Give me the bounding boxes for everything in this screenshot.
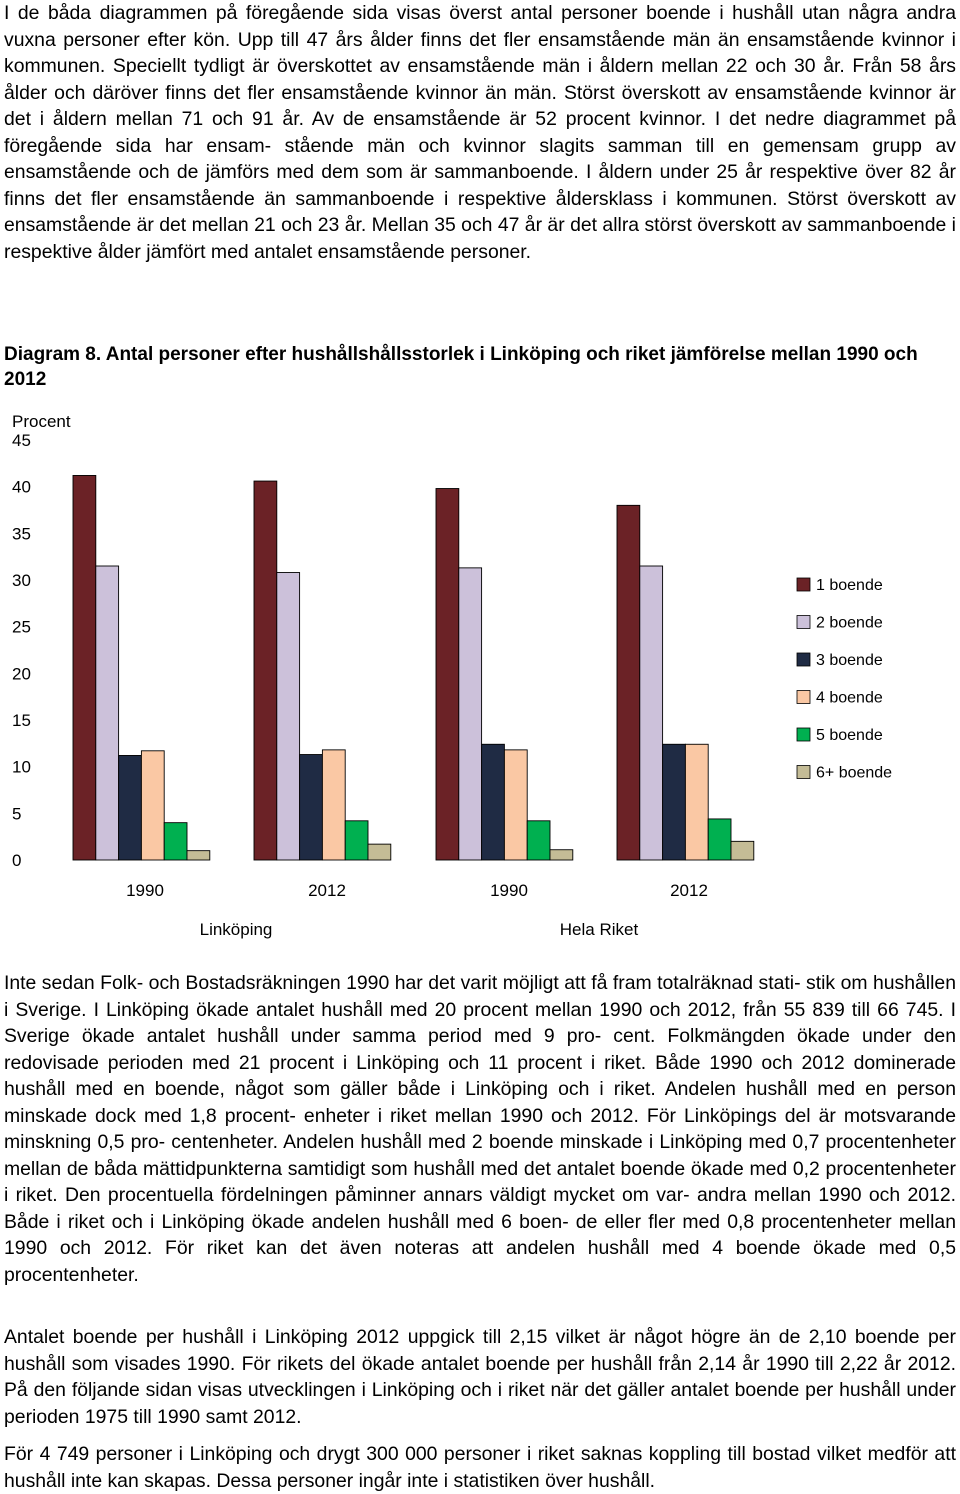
chart-caption: Diagram 8. Antal personer efter hushålls… [4,344,918,390]
y-tick-label: 40 [12,478,31,497]
bar [321,749,346,861]
bar [526,820,551,861]
bar [730,840,755,861]
x-tick-label: 1990 [126,881,164,900]
y-tick-label: 30 [12,571,31,590]
y-tick-label: 0 [12,851,21,870]
legend-label: 3 boende [816,652,883,669]
bar [163,822,188,861]
bar [684,743,709,861]
legend-label: 1 boende [816,577,883,594]
paragraph-household-singles: I de båda diagrammen på föregående sida … [4,2,956,263]
y-tick-label: 5 [12,804,21,823]
legend-swatch [796,727,811,742]
legend-swatch [796,652,811,667]
legend-label: 2 boende [816,615,883,632]
bar [549,849,574,861]
legend-label: 4 boende [816,690,883,707]
bar [481,743,505,861]
legend-swatch [796,765,811,779]
x-tick-label: 2012 [670,881,708,900]
legend-swatch [796,615,811,629]
paragraph-household-statistics: Inte sedan Folk- och Bostadsräkningen 19… [4,972,956,1286]
legend-swatch [796,690,811,704]
bar [639,565,664,861]
legend-label: 6+ boende [816,765,892,782]
y-tick-label: 10 [12,758,31,777]
paragraph-missing-dwelling-link: För 4 749 personer i Linköping och drygt… [4,1443,956,1492]
bar [140,750,165,861]
bar [367,843,392,861]
bar [253,480,278,861]
legend-label: 5 boende [816,727,883,744]
bar [118,755,142,861]
bar [344,820,369,861]
paragraph-persons-per-household: Antalet boende per hushåll i Linköping 2… [4,1326,956,1428]
y-tick-label: 45 [12,431,31,450]
y-tick-label: 25 [12,618,31,637]
x-tick-label: 2012 [308,881,346,900]
x-group-label: Hela Riket [560,920,639,939]
bar [458,567,483,861]
bar [72,475,97,861]
bar [186,850,211,861]
y-tick-label: 35 [12,524,31,543]
household-size-bar-chart: Procent 0 5 10 15 20 25 30 35 40 45 1990 2012 1990 201… [12,412,892,939]
bar [707,818,732,861]
bar [662,743,686,861]
bar [616,504,641,861]
legend-swatch [796,577,811,592]
bar [435,488,460,861]
bar [276,572,301,861]
bar [503,749,528,861]
bar [95,565,120,861]
y-tick-label: 15 [12,711,31,730]
x-group-label: Linköping [200,920,273,939]
x-tick-label: 1990 [490,881,528,900]
y-axis-label: Procent [12,412,71,431]
y-tick-label: 20 [12,664,31,683]
bar [299,754,323,861]
